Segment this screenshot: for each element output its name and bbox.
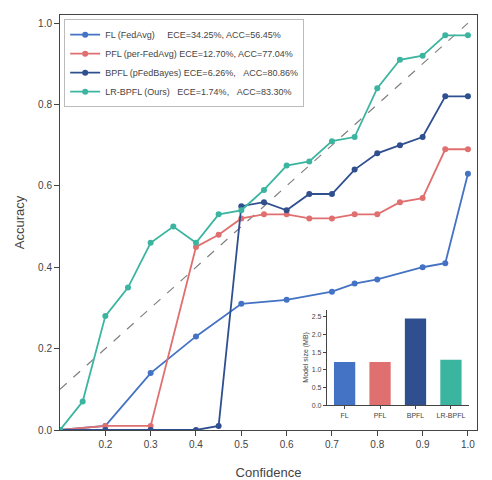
svg-text:PFL (per-FedAvg) ECE=12.70%, A: PFL (per-FedAvg) ECE=12.70%, ACC=77.04% bbox=[105, 49, 293, 59]
svg-text:FL: FL bbox=[341, 412, 349, 419]
svg-text:2.0: 2.0 bbox=[312, 331, 322, 338]
svg-text:BPFL: BPFL bbox=[407, 412, 425, 419]
svg-text:0.8: 0.8 bbox=[370, 439, 384, 450]
svg-text:0.6: 0.6 bbox=[280, 439, 294, 450]
svg-text:LR-BPFL: LR-BPFL bbox=[437, 412, 466, 419]
svg-text:0.4: 0.4 bbox=[189, 439, 203, 450]
svg-text:PFL: PFL bbox=[374, 412, 387, 419]
svg-text:Model size (MB): Model size (MB) bbox=[302, 332, 310, 383]
svg-text:LR-BPFL (Ours) ECE=1.74%,: LR-BPFL (Ours) ECE=1.74%, ACC=83.30% bbox=[105, 87, 291, 97]
svg-text:0.9: 0.9 bbox=[416, 439, 430, 450]
svg-text:1.0: 1.0 bbox=[38, 18, 52, 29]
svg-text:BPFL (pFedBayes) ECE=6.26%,: BPFL (pFedBayes) ECE=6.26%, ACC=80.86% bbox=[105, 68, 298, 78]
svg-text:0.8: 0.8 bbox=[38, 99, 52, 110]
svg-text:Accuracy: Accuracy bbox=[12, 195, 27, 249]
svg-text:2.5: 2.5 bbox=[312, 313, 322, 320]
svg-text:0.2: 0.2 bbox=[38, 343, 52, 354]
svg-text:0.7: 0.7 bbox=[325, 439, 339, 450]
svg-text:1.0: 1.0 bbox=[312, 366, 322, 373]
svg-text:0.4: 0.4 bbox=[38, 262, 52, 273]
svg-text:1.0: 1.0 bbox=[461, 439, 475, 450]
svg-text:0.5: 0.5 bbox=[234, 439, 248, 450]
svg-text:Confidence: Confidence bbox=[236, 465, 302, 480]
svg-text:FL (FedAvg) ECE=34.25%, AC: FL (FedAvg) ECE=34.25%, ACC=56.45% bbox=[105, 30, 281, 40]
svg-text:0.0: 0.0 bbox=[38, 425, 52, 436]
svg-text:0.2: 0.2 bbox=[98, 439, 112, 450]
svg-text:0.0: 0.0 bbox=[312, 402, 322, 409]
svg-text:0.3: 0.3 bbox=[144, 439, 158, 450]
svg-text:0.5: 0.5 bbox=[312, 384, 322, 391]
svg-text:0.6: 0.6 bbox=[38, 180, 52, 191]
svg-text:1.5: 1.5 bbox=[312, 349, 322, 356]
